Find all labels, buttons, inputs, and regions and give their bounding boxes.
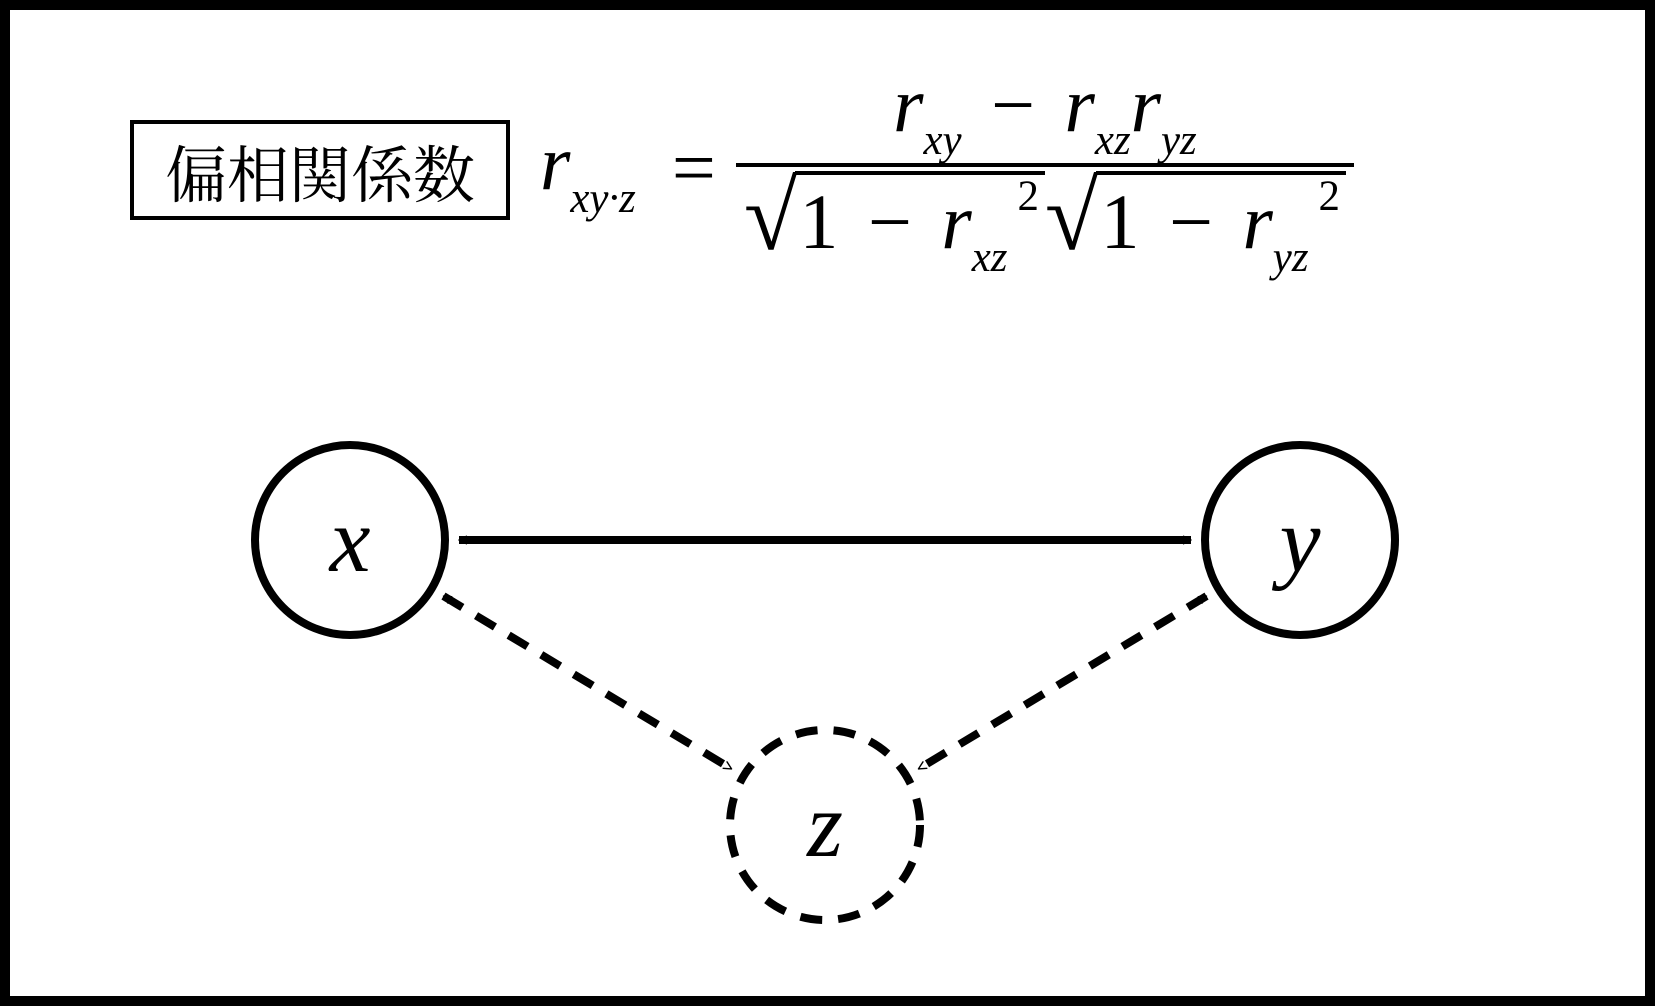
correlation-network-diagram: x y z [200,430,1450,950]
one-a: 1 [799,178,838,265]
num-ryz-var: r [1131,61,1161,148]
minus-a: − [868,178,912,265]
node-x-label: x [328,489,371,591]
den-rxz-var: r [941,178,971,265]
denominator: √ 1 − rxz2 √ 1 − ryz2 [736,163,1354,276]
sqrt-left-radical-icon: √ [744,169,798,267]
num-rxy-var: r [893,61,923,148]
sqrt-right-radical-icon: √ [1045,169,1099,267]
num-ryz-sub: yz [1161,117,1197,164]
sqrt-left-body: 1 − rxz2 [795,171,1045,276]
sqrt-left: √ 1 − rxz2 [744,171,1045,276]
title-label-box: 偏相関係数 [130,120,510,220]
numerator: rxy − rxzryz [885,60,1205,163]
partial-correlation-formula: rxy·z = rxy − rxzryz √ 1 − rxz2 √ 1 − [540,60,1354,275]
den-ryz-var: r [1242,178,1272,265]
num-rxz-sub: xz [1095,117,1131,164]
sqrt-right-body: 1 − ryz2 [1096,171,1346,276]
lhs: rxy·z [540,118,636,217]
minus-b: − [1169,178,1213,265]
num-rxz-var: r [1065,61,1095,148]
edge-y-z [918,596,1206,769]
den-ryz-sub: yz [1273,234,1309,281]
den-rxz-sup: 2 [1017,173,1038,220]
edge-x-z [443,596,731,769]
sqrt-right: √ 1 − ryz2 [1045,171,1346,276]
lhs-var: r [540,119,570,206]
num-minus: − [991,61,1035,148]
node-y-label: y [1272,489,1321,591]
lhs-sub: xy·z [570,175,636,222]
one-b: 1 [1100,178,1139,265]
den-ryz-sup: 2 [1319,173,1340,220]
fraction: rxy − rxzryz √ 1 − rxz2 √ 1 − ryz2 [736,60,1354,275]
den-rxz-sub: xz [972,234,1008,281]
node-z-label: z [805,774,843,876]
num-rxy-sub: xy [923,117,961,164]
title-label-text: 偏相関係数 [165,126,475,215]
equals-sign: = [672,123,716,213]
